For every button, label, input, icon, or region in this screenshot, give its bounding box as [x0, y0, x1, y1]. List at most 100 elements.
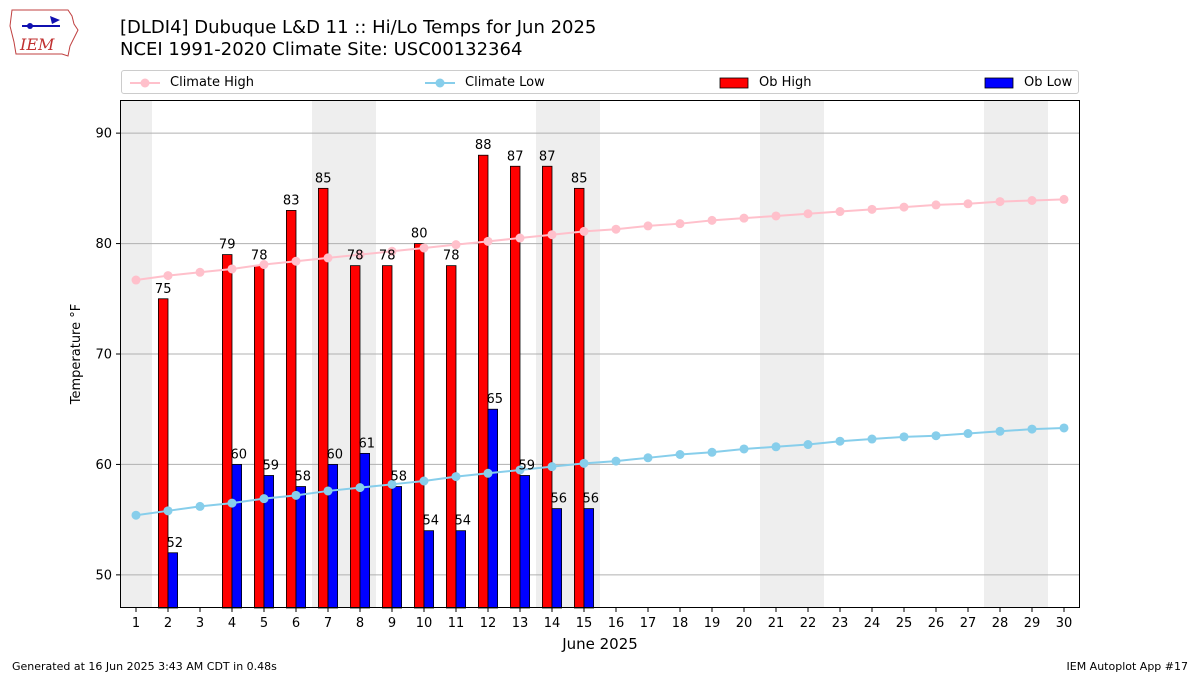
ob-low-bar — [359, 452, 371, 609]
legend-label: Ob Low — [1024, 75, 1073, 90]
y-tick-label: 70 — [95, 348, 112, 363]
legend: Climate High Climate Low Ob High Ob Low — [121, 70, 1079, 94]
climate-low-point — [579, 458, 589, 468]
climate-high-point — [163, 271, 173, 281]
climate-high-point — [547, 230, 557, 240]
ob-low-label: 54 — [423, 514, 440, 529]
x-tick-label: 24 — [864, 616, 881, 631]
climate-low-point — [163, 506, 173, 516]
ob-high-label: 85 — [571, 171, 588, 186]
x-tick-label: 18 — [672, 616, 689, 631]
x-tick-label: 25 — [896, 616, 913, 631]
y-tick-label: 90 — [95, 127, 112, 142]
ob-high-label: 85 — [315, 171, 332, 186]
ob-low-label: 61 — [359, 436, 376, 451]
climate-high-point — [515, 233, 525, 243]
climate-high-point — [259, 260, 269, 270]
x-tick-label: 2 — [164, 616, 172, 631]
ob-high-bar — [413, 243, 425, 609]
app-note: IEM Autoplot App #17 — [1066, 660, 1189, 673]
chart-title: [DLDI4] Dubuque L&D 11 :: Hi/Lo Temps fo… — [120, 17, 597, 38]
x-tick-label: 5 — [260, 616, 268, 631]
climate-low-point — [515, 465, 525, 475]
climate-high-point — [227, 264, 237, 274]
climate-high-point — [675, 219, 685, 229]
x-tick-label: 19 — [704, 616, 721, 631]
y-tick-label: 80 — [95, 237, 112, 252]
ob-high-label: 87 — [539, 149, 556, 164]
ob-low-bar — [487, 408, 499, 609]
climate-high-point — [995, 197, 1005, 207]
climate-low-point — [899, 432, 909, 442]
x-tick-label: 29 — [1024, 616, 1041, 631]
y-axis-label: Temperature °F — [69, 304, 84, 405]
legend-label: Climate High — [170, 75, 255, 90]
x-tick-label: 14 — [544, 616, 561, 631]
climate-low-point — [739, 444, 749, 454]
ob-low-bar — [391, 486, 403, 609]
climate-high-point — [739, 213, 749, 223]
climate-high-point — [931, 200, 941, 210]
climate-low-point — [387, 479, 397, 489]
climate-high-point — [611, 224, 621, 234]
ob-high-label: 79 — [219, 238, 236, 253]
ob-low-bar — [295, 486, 307, 609]
x-tick-label: 26 — [928, 616, 945, 631]
x-tick-label: 27 — [960, 616, 977, 631]
ob-low-label: 65 — [487, 392, 504, 407]
ob-high-bar — [509, 165, 521, 609]
climate-low-point — [803, 440, 813, 450]
climate-low-point — [1059, 423, 1069, 433]
climate-high-point — [899, 202, 909, 212]
climate-low-point — [707, 447, 717, 457]
x-tick-label: 20 — [736, 616, 753, 631]
legend-label: Ob High — [759, 75, 812, 90]
climate-lines — [131, 194, 1069, 520]
x-tick-label: 23 — [832, 616, 849, 631]
x-tick-label: 11 — [448, 616, 465, 631]
x-tick-label: 6 — [292, 616, 300, 631]
legend-label: Climate Low — [465, 75, 545, 90]
ob-high-bar — [477, 154, 489, 609]
ob-low-bar — [455, 530, 467, 609]
x-tick-label: 15 — [576, 616, 593, 631]
climate-high-point — [707, 215, 717, 225]
ob-low-label: 52 — [167, 536, 184, 551]
x-tick-label: 10 — [416, 616, 433, 631]
climate-low-point — [771, 442, 781, 452]
x-tick-label: 28 — [992, 616, 1009, 631]
climate-low-point — [643, 453, 653, 463]
climate-high-point — [483, 236, 493, 246]
ob-high-bar — [253, 265, 265, 609]
ob-low-bar — [423, 530, 435, 609]
ob-low-label: 59 — [263, 458, 280, 473]
ob-high-bar — [285, 210, 297, 609]
ob-low-label: 60 — [327, 447, 344, 462]
ob-low-label: 56 — [583, 492, 600, 507]
ob-high-label: 78 — [443, 249, 460, 264]
plot-frame — [120, 100, 1080, 608]
observed-bars — [157, 154, 595, 609]
iem-logo: IEM — [9, 9, 79, 57]
y-tick-label: 50 — [95, 568, 112, 583]
ob-high-label: 75 — [155, 282, 172, 297]
ob-high-bar — [317, 187, 329, 609]
x-tick-label: 16 — [608, 616, 625, 631]
climate-high-point — [291, 256, 301, 266]
x-tick-label: 7 — [324, 616, 332, 631]
climate-high-point — [643, 221, 653, 231]
ob-low-label: 58 — [391, 470, 408, 485]
x-tick-label: 21 — [768, 616, 785, 631]
climate-low-point — [227, 498, 237, 508]
climate-high-point — [355, 250, 365, 260]
ob-high-label: 83 — [283, 193, 300, 208]
climate-low-point — [675, 449, 685, 459]
ob-high-bar — [221, 254, 233, 609]
climate-high-point — [419, 243, 429, 253]
climate-low-point — [835, 436, 845, 446]
ob-high-label: 80 — [411, 227, 428, 242]
y-tick-label: 60 — [95, 458, 112, 473]
climate-low-point — [291, 490, 301, 500]
ob-low-label: 56 — [551, 492, 568, 507]
